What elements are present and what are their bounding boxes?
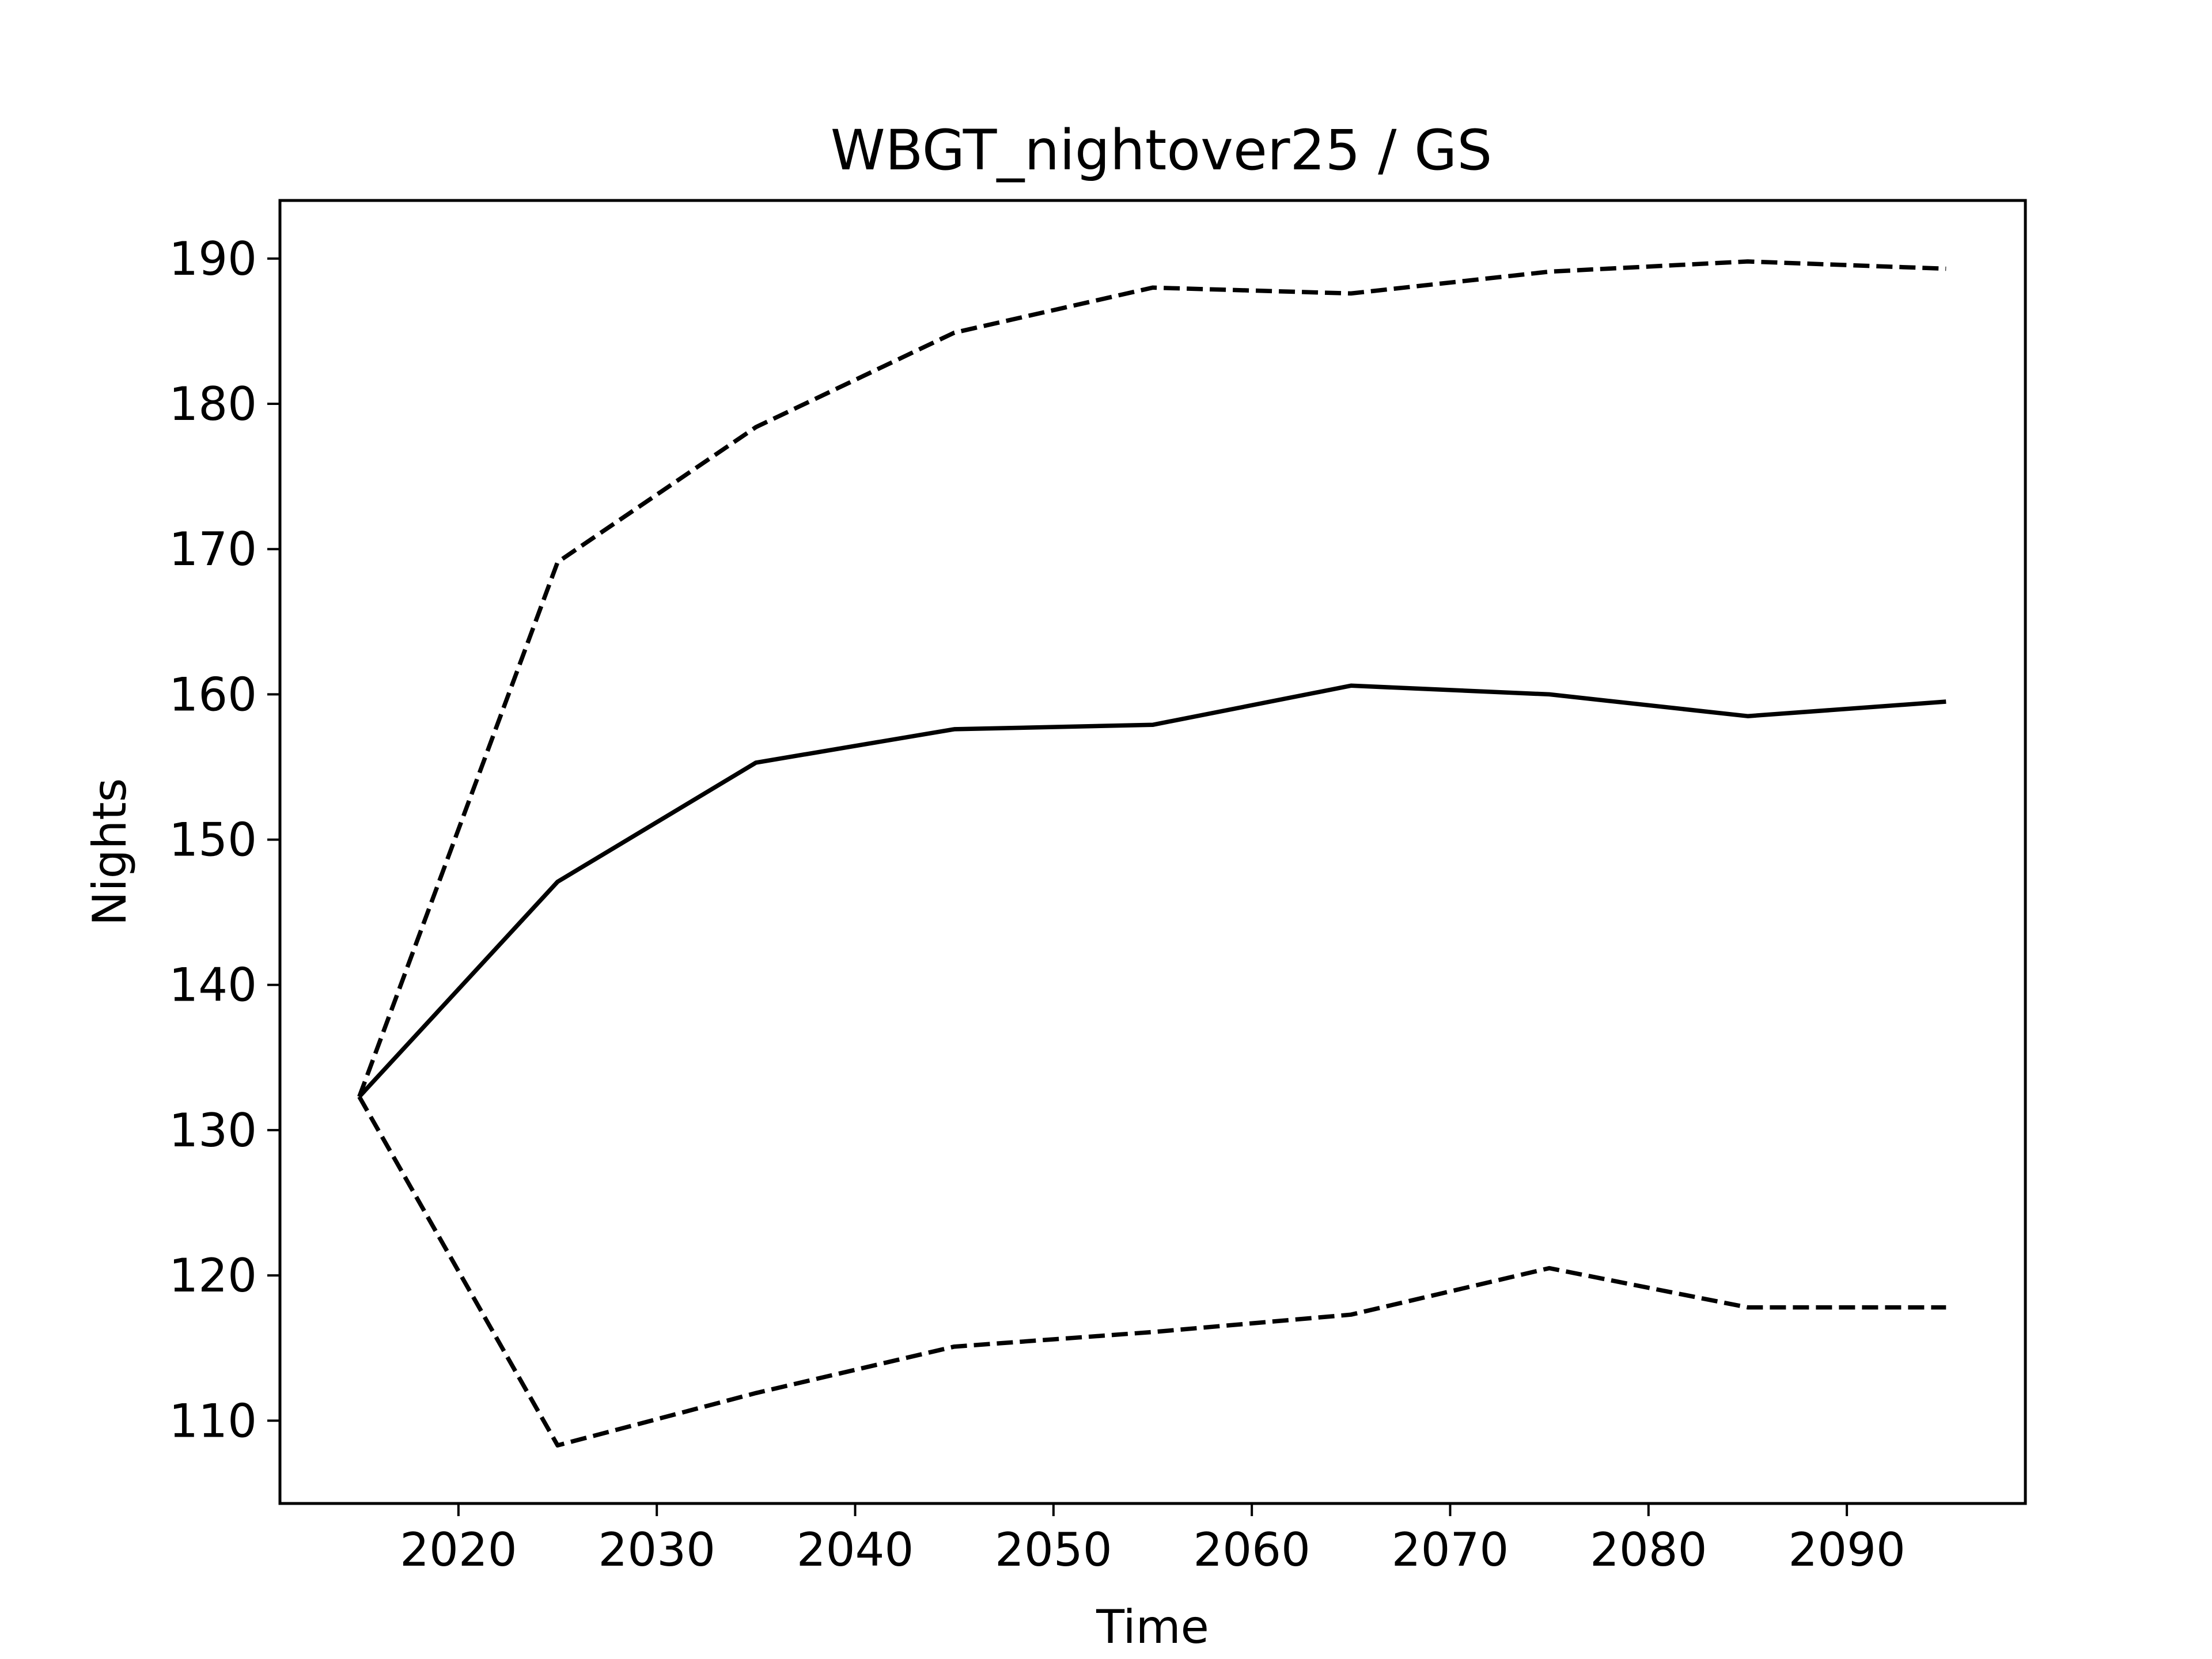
y-tick-label: 170	[169, 522, 257, 576]
x-tick-label: 2030	[598, 1523, 715, 1577]
y-tick-label: 130	[169, 1104, 257, 1157]
y-tick-label: 140	[169, 959, 257, 1012]
x-axis-label: Time	[1096, 1600, 1209, 1654]
plot-frame	[278, 199, 2027, 1505]
series-line-2	[357, 683, 1946, 1099]
series-line-3	[357, 1096, 1946, 1448]
x-tick-label: 2020	[400, 1523, 517, 1577]
y-tick-label: 160	[169, 668, 257, 721]
x-tick-label: 2050	[995, 1523, 1112, 1577]
y-tick-label: 120	[169, 1249, 257, 1302]
y-tick-label: 110	[169, 1394, 257, 1448]
y-tick-label: 190	[169, 232, 257, 286]
y-axis-label: Nights	[83, 778, 137, 926]
x-tick-label: 2040	[797, 1523, 914, 1577]
y-axis: 110 120 130 140 150 160 170 180 190	[169, 232, 280, 1448]
x-tick-label: 2060	[1193, 1523, 1310, 1577]
y-tick-label: 180	[169, 377, 257, 431]
series-line-1	[357, 259, 1946, 1098]
plot-area	[357, 259, 1946, 1448]
x-tick-label: 2080	[1590, 1523, 1707, 1577]
x-tick-label: 2070	[1392, 1523, 1509, 1577]
y-tick-label: 150	[169, 813, 257, 867]
chart-title: WBGT_nightover25 / GS	[831, 118, 1493, 183]
x-tick-label: 2090	[1788, 1523, 1906, 1577]
x-axis: 2020 2030 2040 2050 2060 2070 2080 2090	[400, 1503, 1906, 1577]
